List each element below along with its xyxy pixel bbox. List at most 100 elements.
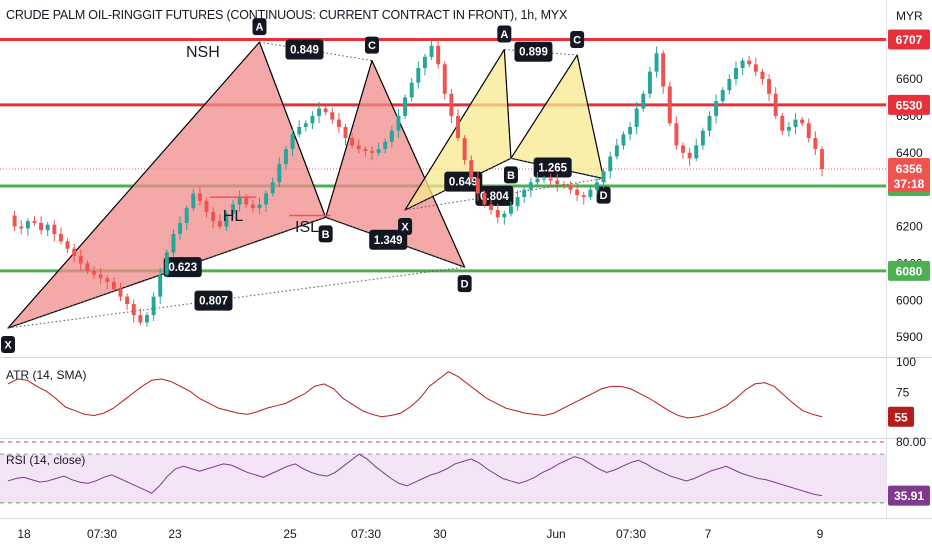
candle [800,116,805,127]
candle [436,39,441,69]
atr-pane[interactable] [7,371,823,419]
candle-body [45,224,50,231]
rsi-pane[interactable] [0,441,886,504]
price-tick-label: 6400 [896,146,923,160]
candle [654,46,659,78]
candle-body [469,160,474,179]
candle [687,148,692,166]
candle [125,293,130,310]
rsi-band [0,454,886,503]
candle-body [231,204,235,214]
rsi-last-label: 35.91 [894,489,924,503]
candle-body [786,126,791,131]
candle [661,50,666,94]
candle [98,267,103,285]
candle [548,173,553,187]
point-label-x: X [1,336,15,354]
candle [806,118,811,143]
candle-body [184,208,189,223]
price-pane[interactable]: 0.623 0.849 1.349 0.807 X A B C D 0.649 0.899 1.265… [0,0,932,519]
candle [786,122,791,137]
candle [820,146,824,177]
candle-body [700,130,705,146]
point-box [398,217,413,235]
time-tick-label: 7 [705,527,712,541]
candle-body [528,182,533,190]
atr-label[interactable]: ATR (14, SMA) [6,368,87,382]
price-tick-label: 5900 [896,330,923,344]
candle [714,94,719,124]
point-box [596,186,611,204]
candle [350,133,355,149]
candle-body [211,211,216,222]
candle-body [197,193,202,201]
candle [72,243,77,262]
candle-body [12,215,17,227]
candle [317,101,322,124]
price-axis[interactable]: 59006000610062006300640065006600MYR67076… [888,9,930,506]
candle-body [522,189,527,198]
level-tag [888,260,930,281]
candle-body [244,197,249,205]
level-tag [888,94,930,115]
candle [224,210,229,232]
point-box [318,225,333,243]
point-text: X [4,340,12,352]
candle [45,221,50,237]
rsi-line [7,453,823,497]
candle [429,41,434,60]
candle-body [58,233,63,242]
candle-body [32,221,37,223]
annotation-hl: HL [223,208,244,225]
candle-body [793,119,798,127]
point-box [457,275,472,293]
candle-body [436,45,441,65]
candle-body [800,119,805,124]
candle [85,260,90,274]
candle [469,155,474,185]
candle-body [336,119,341,127]
candle-body [264,193,269,205]
candle-body [568,186,573,190]
ratio-box [285,39,324,60]
candle-body [356,145,361,150]
atr-line [7,371,823,419]
candle-body [621,134,626,146]
candle-body [52,224,57,234]
candle-body [409,82,414,98]
candle-body [237,197,242,205]
currency-label: MYR [896,9,923,23]
time-axis[interactable]: 18 07:30 23 25 07:30 30 Jun 07:30 7 9 [17,527,823,541]
candle-body [363,149,368,151]
candle-body [681,145,685,153]
candle [535,171,540,186]
candle-body [131,304,136,316]
candle [608,151,613,179]
candle [522,186,527,203]
candle [211,207,216,229]
ratio-label: 0.804 [475,185,514,206]
candle-body [482,193,487,205]
ratio-label: 1.349 [369,229,408,250]
candle [528,177,533,198]
candle-body [588,189,593,198]
ratio-text: 0.804 [480,191,509,203]
ratio-text: 1.349 [374,235,403,247]
candle-body [72,248,77,257]
candle [323,105,328,116]
atr-tick-label: 100 [896,355,916,369]
candle [12,210,17,232]
candle-body [422,56,427,68]
ratio-text: 0.649 [449,177,478,189]
candle [614,138,619,160]
candle [111,277,116,293]
candle-body [548,178,553,181]
candle [237,190,242,212]
ratio-box [194,290,233,311]
candle-body [350,138,355,146]
candle-body [581,195,586,198]
rsi-label[interactable]: RSI (14, close) [6,453,86,467]
candle [310,111,315,130]
candle-body [39,222,44,231]
candle [694,138,699,162]
